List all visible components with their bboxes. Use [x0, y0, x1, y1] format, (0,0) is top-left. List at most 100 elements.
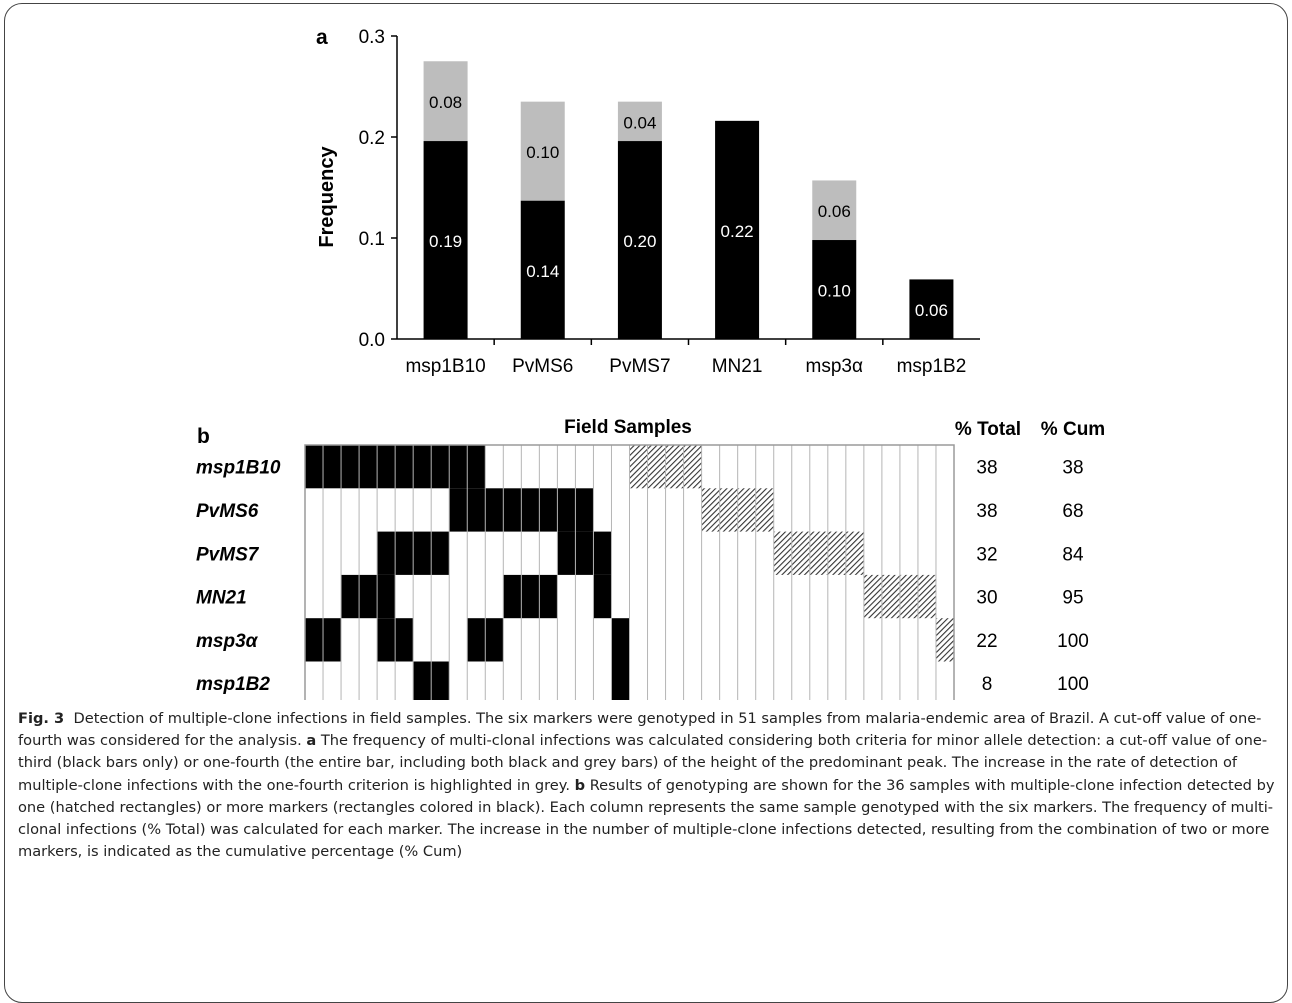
row-cum: 38 [1062, 458, 1083, 479]
black-cell [305, 445, 324, 489]
y-tick-label: 0.0 [359, 330, 385, 351]
black-cell [323, 618, 342, 662]
bar-segment [423, 141, 468, 339]
hatched-cell [755, 488, 774, 532]
black-cell [467, 488, 486, 532]
black-cell [575, 531, 594, 575]
row-total: 32 [976, 544, 997, 565]
panel-a-label: a [316, 26, 328, 49]
caption-fig-label: Fig. 3 [18, 710, 65, 727]
hatched-cell [899, 574, 918, 619]
black-cell [485, 488, 504, 532]
marker-label: PvMS6 [196, 501, 259, 522]
marker-label: msp1B2 [196, 674, 270, 695]
black-cell [431, 531, 450, 575]
hatched-cell [719, 488, 738, 532]
x-tick-label: PvMS7 [609, 356, 670, 377]
panel-b-label: b [197, 425, 210, 448]
black-cell [341, 445, 360, 489]
black-cell [377, 445, 396, 489]
black-cell [377, 574, 396, 619]
black-cell [305, 618, 324, 662]
figure-caption: Fig. 3 Detection of multiple-clone infec… [18, 708, 1280, 863]
hatched-cell [935, 618, 954, 662]
col-header-total: % Total [955, 419, 1021, 440]
caption-b-label: b [574, 776, 586, 794]
black-cell [395, 445, 414, 489]
hatched-cell [881, 574, 900, 619]
bar-segment [617, 101, 662, 142]
row-cum: 84 [1062, 544, 1084, 565]
bar-segment [812, 240, 857, 339]
bar-segment [715, 120, 760, 339]
black-cell [449, 445, 468, 489]
black-cell [359, 574, 378, 619]
black-cell [359, 445, 378, 489]
black-cell [377, 531, 396, 575]
black-cell [557, 531, 576, 575]
grid-title: Field Samples [564, 417, 692, 438]
x-tick-label: PvMS6 [512, 356, 573, 377]
marker-label: PvMS7 [196, 544, 260, 565]
caption-text-1: Detection of multiple-clone infections i… [73, 710, 1095, 727]
hatched-cell [647, 445, 666, 489]
hatched-cell [629, 445, 648, 489]
y-tick-label: 0.1 [359, 229, 385, 250]
black-cell [413, 445, 432, 489]
black-cell [557, 488, 576, 532]
bar-value-label: 0.06 [818, 202, 851, 221]
black-cell [467, 445, 486, 489]
hatched-cell [701, 488, 720, 532]
caption-text-3: The frequency of multi-clonal infections… [18, 732, 1268, 794]
grid-border [304, 444, 955, 700]
bar-value-label: 0.08 [429, 93, 462, 112]
hatched-cell [827, 531, 846, 575]
black-cell [377, 618, 396, 662]
caption-text-4: Results of genotyping are shown for the … [18, 776, 1275, 861]
black-cell [431, 445, 450, 489]
row-total: 38 [976, 501, 997, 522]
black-cell [323, 445, 342, 489]
black-cell [539, 574, 558, 619]
row-cum: 68 [1062, 501, 1083, 522]
black-cell [485, 618, 504, 662]
x-tick-label: msp1B10 [405, 356, 485, 377]
row-cum: 100 [1057, 631, 1089, 652]
marker-label: MN21 [196, 588, 247, 609]
x-tick-label: MN21 [712, 356, 763, 377]
black-cell [395, 531, 414, 575]
hatched-cell [791, 531, 810, 575]
bar-value-label: 0.10 [818, 282, 851, 301]
x-tick-label: msp1B2 [897, 356, 967, 377]
hatched-cell [773, 531, 792, 575]
row-cum: 95 [1062, 588, 1083, 609]
bar-segment [423, 61, 468, 142]
black-cell [593, 531, 612, 575]
hatched-cell [683, 445, 702, 489]
bar-segment [909, 279, 954, 339]
col-header-cum: % Cum [1041, 419, 1105, 440]
bar-value-label: 0.22 [721, 222, 754, 241]
black-cell [341, 574, 360, 619]
caption-a-label: a [306, 732, 317, 750]
black-cell [431, 661, 450, 700]
row-cum: 100 [1057, 674, 1089, 695]
bar-value-label: 0.06 [915, 301, 948, 320]
y-tick-label: 0.3 [359, 27, 385, 48]
x-tick-label: msp3α [806, 356, 863, 377]
bar-segment [520, 101, 565, 201]
marker-label: msp1B10 [196, 458, 281, 479]
black-cell [449, 488, 468, 532]
black-cell [413, 531, 432, 575]
bar-value-label: 0.04 [623, 113, 656, 132]
bar-segment [520, 200, 565, 339]
y-tick-label: 0.2 [359, 128, 385, 149]
bar-segment [812, 180, 857, 241]
bar-chart: a Frequency 0.0 0.1 0.2 0.3 0.19 0.08 msp1B10 0… [316, 26, 980, 377]
row-total: 22 [976, 631, 997, 652]
black-cell [521, 488, 540, 532]
black-cell [611, 618, 630, 662]
black-cell [521, 574, 540, 619]
black-cell [503, 574, 522, 619]
y-axis-label: Frequency [316, 146, 338, 248]
